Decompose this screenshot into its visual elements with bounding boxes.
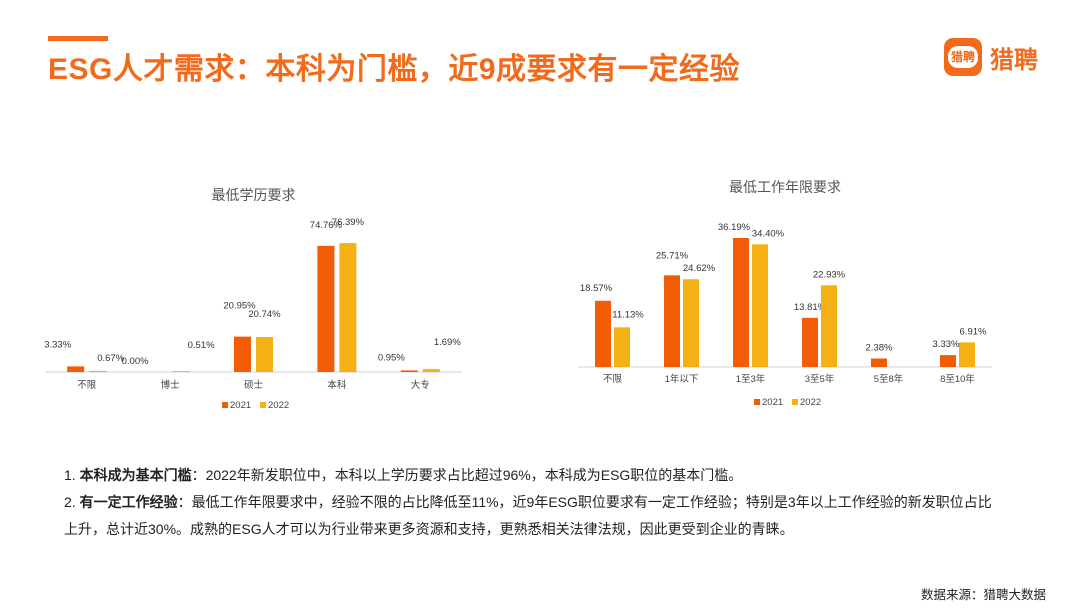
- chart-2-bar-2022: [821, 285, 837, 367]
- chart-2-legend-swatch-2022: [792, 399, 798, 405]
- chart-1-bar-2022: [89, 370, 107, 372]
- logo-text: 猎聘: [990, 46, 1038, 74]
- chart-2-category-label: 1至3年: [736, 373, 766, 385]
- chart-1-data-label: 20.74%: [248, 309, 281, 320]
- chart-1-title: 最低学历要求: [212, 187, 296, 203]
- chart-2-data-label: 2.38%: [866, 343, 893, 354]
- chart-2-legend-swatch-2021: [754, 399, 760, 405]
- chart-1-data-label: 76.39%: [332, 217, 365, 228]
- chart-1-bar-2021: [400, 370, 418, 372]
- chart-1-data-label: 20.95%: [223, 301, 256, 312]
- note-2-body: ：最低工作年限要求中，经验不限的占比降低至11%，近9年ESG职位要求有一定工作…: [64, 494, 992, 537]
- chart-1-data-label: 0.67%: [97, 353, 124, 364]
- chart-2-bar-2022: [614, 327, 630, 367]
- data-source: 数据来源：猎聘大数据: [920, 588, 1046, 602]
- chart-2-title: 最低工作年限要求: [729, 179, 841, 195]
- note-2-head: 有一定工作经验: [79, 494, 178, 510]
- note-2-num: 2.: [64, 494, 80, 510]
- chart-1-bar-2022: [256, 337, 273, 372]
- chart-2-data-label: 11.13%: [612, 309, 644, 320]
- chart-1-data-label: 0.95%: [378, 352, 405, 363]
- chart-2-category-label: 3至5年: [805, 373, 835, 385]
- chart-2-data-label: 24.62%: [683, 263, 716, 274]
- title-accent-bar: [48, 36, 108, 41]
- chart-2-category-label: 1年以下: [665, 373, 699, 385]
- chart-2-bar-2021: [733, 238, 749, 367]
- note-2: 2. 有一定工作经验：最低工作年限要求中，经验不限的占比降低至11%，近9年ES…: [64, 489, 1004, 543]
- chart-2-legend-label: 2022: [800, 397, 821, 408]
- chart-2-data-label: 18.57%: [580, 283, 613, 294]
- chart-1-category-label: 硕士: [244, 379, 264, 391]
- chart-1-bar-2022: [172, 371, 190, 372]
- chart-2-bar-2022: [683, 279, 699, 367]
- chart-1-legend-label: 2021: [230, 400, 251, 411]
- chart-1-category-label: 大专: [411, 379, 430, 391]
- chart-1-data-label: 1.69%: [434, 337, 461, 348]
- note-1-num: 1.: [64, 467, 80, 483]
- chart-2-data-label: 22.93%: [813, 269, 846, 280]
- chart-1-legend-swatch-2021: [222, 402, 228, 408]
- chart-1-category-label: 本科: [327, 379, 347, 391]
- chart-2-data-label: 6.91%: [960, 326, 987, 337]
- note-1: 1. 本科成为基本门槛：2022年新发职位中，本科以上学历要求占比超过96%，本…: [64, 462, 1004, 489]
- chart-2-bar-2021: [940, 355, 956, 367]
- chart-1-data-label: 74.76%: [310, 220, 343, 231]
- chart-1-category-label: 博士: [161, 379, 181, 391]
- chart-2-legend-label: 2021: [762, 397, 783, 408]
- chart-2-bar-2022: [959, 342, 975, 367]
- chart-2-bar-2021: [664, 275, 680, 367]
- chart-2-data-label: 34.40%: [752, 228, 785, 239]
- chart-1-data-label: 3.33%: [44, 339, 71, 350]
- chart-2-bar-2021: [871, 358, 887, 367]
- chart-1-bar-2021: [234, 336, 251, 372]
- chart-1-bar-2022: [339, 243, 357, 372]
- chart-2-bar-2021: [595, 300, 611, 367]
- chart-1-bar-2021: [317, 245, 335, 372]
- note-1-body: ：2022年新发职位中，本科以上学历要求占比超过96%，本科成为ESG职位的基本…: [191, 467, 743, 483]
- chart-2-data-label: 36.19%: [718, 222, 751, 233]
- chart-2-bar-2021: [802, 317, 818, 367]
- chart-2-category-label: 5至8年: [874, 373, 904, 385]
- chart-1-data-label: 0.51%: [188, 340, 215, 351]
- notes: 1. 本科成为基本门槛：2022年新发职位中，本科以上学历要求占比超过96%，本…: [64, 462, 1004, 543]
- chart-1-data-label: 0.00%: [122, 356, 149, 367]
- liepin-logo-icon: 猎聘: [944, 38, 982, 76]
- chart-2-data-label: 13.81%: [794, 302, 827, 313]
- chart-2-data-label: 3.33%: [933, 339, 960, 350]
- note-1-head: 本科成为基本门槛: [79, 467, 192, 483]
- chart-2-bar-2022: [752, 244, 768, 367]
- chart-2-category-label: 不限: [603, 374, 623, 385]
- chart-1-legend-label: 2022: [268, 400, 289, 411]
- chart-2-category-label: 8至10年: [940, 373, 975, 385]
- logo-mark: 猎聘: [948, 46, 978, 68]
- chart-2-data-label: 25.71%: [656, 250, 689, 261]
- chart-1-category-label: 不限: [77, 380, 97, 391]
- chart-1-bar-2022: [422, 369, 440, 372]
- liepin-logo: 猎聘 猎聘: [944, 38, 1038, 76]
- chart-1-legend-swatch-2022: [260, 402, 266, 408]
- page-title: ESG人才需求：本科为门槛，近9成要求有一定经验: [48, 53, 741, 86]
- chart-1-bar-2021: [67, 366, 85, 372]
